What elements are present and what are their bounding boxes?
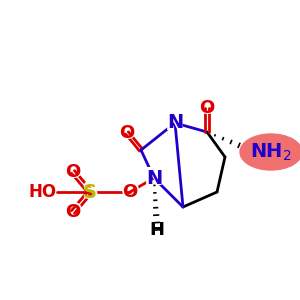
- Text: O: O: [65, 203, 81, 221]
- Text: S: S: [81, 180, 99, 204]
- Text: N: N: [146, 169, 162, 188]
- Text: N: N: [165, 111, 185, 135]
- Text: S: S: [83, 182, 97, 202]
- Text: O: O: [197, 98, 217, 118]
- Text: O: O: [64, 202, 83, 222]
- Text: O: O: [122, 183, 138, 201]
- Text: O: O: [118, 123, 136, 143]
- Text: N: N: [144, 166, 164, 190]
- Text: O: O: [64, 162, 83, 182]
- Text: O: O: [119, 124, 135, 142]
- Text: H: H: [148, 220, 166, 240]
- Text: H: H: [149, 221, 164, 239]
- Text: O: O: [200, 99, 214, 117]
- Ellipse shape: [240, 134, 300, 170]
- Text: O: O: [121, 182, 140, 202]
- Text: N: N: [167, 113, 183, 133]
- Text: NH$_2$: NH$_2$: [250, 141, 292, 163]
- Text: HO: HO: [22, 182, 57, 202]
- Text: O: O: [65, 163, 81, 181]
- Text: HO: HO: [29, 183, 57, 201]
